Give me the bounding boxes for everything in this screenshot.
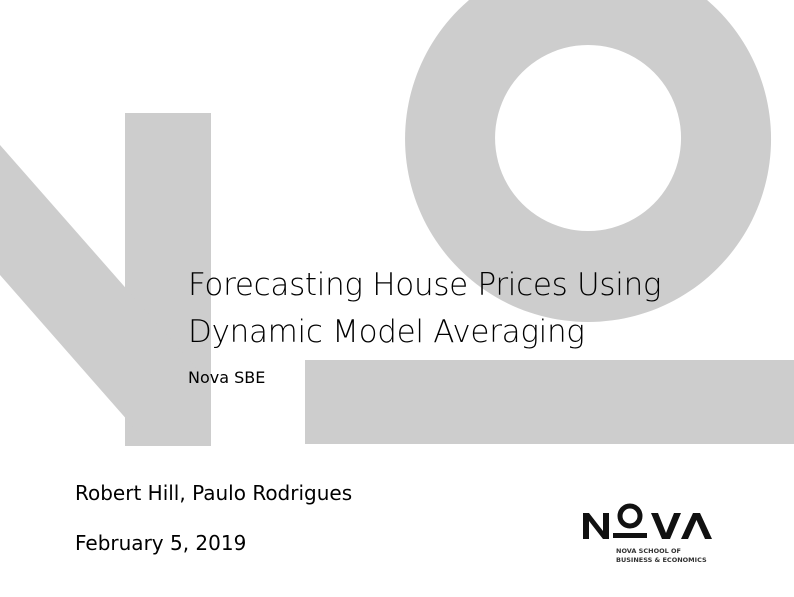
watermark-underline-bar [305, 360, 794, 444]
svg-text:NOVA SCHOOL OF: NOVA SCHOOL OF [616, 547, 681, 555]
presentation-date: February 5, 2019 [75, 531, 247, 555]
title-line-1: Forecasting House Prices Using [188, 267, 662, 303]
svg-text:BUSINESS & ECONOMICS: BUSINESS & ECONOMICS [616, 556, 707, 564]
institute: Nova SBE [188, 368, 266, 387]
watermark-o-ring [405, 0, 771, 322]
title-line-2: Dynamic Model Averaging [188, 314, 585, 350]
nova-sbe-logo: NOVA SCHOOL OF BUSINESS & ECONOMICS [583, 503, 712, 564]
slide-title: Forecasting House Prices Using Dynamic M… [188, 262, 662, 356]
authors: Robert Hill, Paulo Rodrigues [75, 481, 353, 505]
watermark-n-diagonal [0, 145, 211, 446]
